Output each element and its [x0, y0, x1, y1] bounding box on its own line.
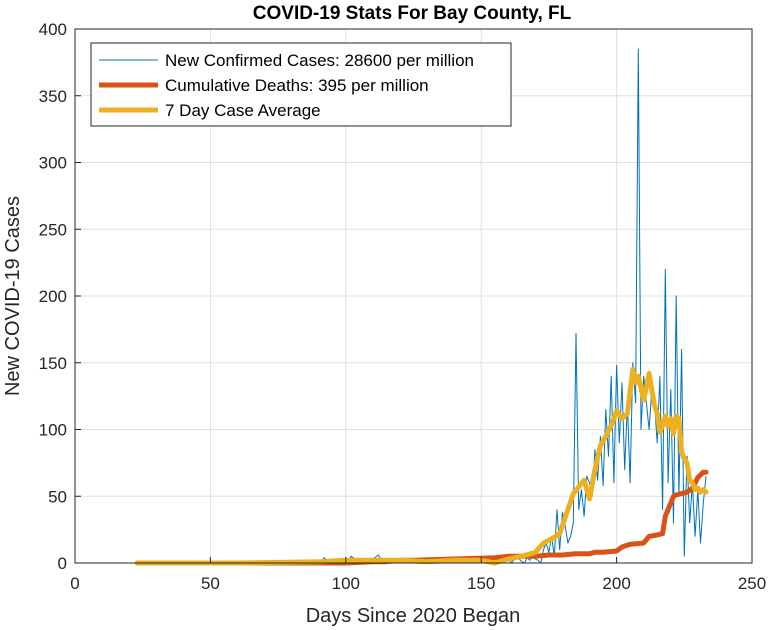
x-axis-label: Days Since 2020 Began: [306, 605, 521, 627]
x-tick-label: 150: [467, 574, 495, 593]
y-tick-label: 150: [39, 354, 67, 373]
y-tick-label: 250: [39, 220, 67, 239]
x-tick-label: 200: [602, 574, 630, 593]
y-tick-label: 350: [39, 87, 67, 106]
x-tick-label: 250: [738, 574, 766, 593]
y-tick-label: 0: [58, 554, 67, 573]
y-axis: 0 50 100 150 200 250 300 350 400: [39, 20, 81, 573]
series-line-3: [134, 366, 709, 566]
y-tick-label: 300: [39, 154, 67, 173]
x-axis: 0 50 100 150 200 250: [70, 557, 766, 593]
y-tick-label: 50: [48, 487, 67, 506]
y-tick-label: 100: [39, 421, 67, 440]
legend-box: [90, 42, 512, 127]
legend-entry-1: New Confirmed Cases: 28600 per million: [165, 51, 474, 70]
series-line-2: [134, 469, 709, 566]
y-tick-label: 200: [39, 287, 67, 306]
legend-entry-2: Cumulative Deaths: 395 per million: [165, 76, 429, 95]
x-tick-label: 100: [332, 574, 360, 593]
y-tick-label: 400: [39, 20, 67, 39]
legend-entry-3: 7 Day Case Average: [165, 101, 321, 120]
legend: New Confirmed Cases: 28600 per million Cu…: [90, 42, 512, 127]
chart-title: COVID-19 Stats For Bay County, FL: [253, 3, 572, 24]
y-axis-label: New COVID-19 Cases: [2, 196, 24, 396]
x-tick-label: 0: [70, 574, 79, 593]
x-tick-label: 50: [201, 574, 220, 593]
